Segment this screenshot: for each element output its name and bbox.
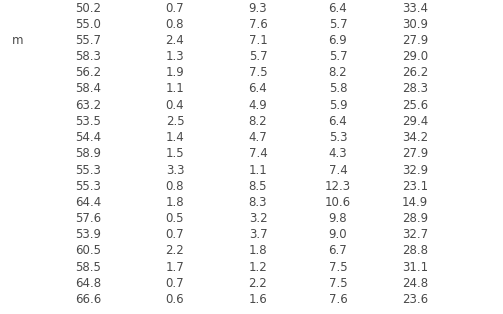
Text: 1.6: 1.6	[248, 293, 268, 306]
Text: 64.4: 64.4	[75, 196, 101, 209]
Text: 5.7: 5.7	[328, 18, 347, 31]
Text: 3.3: 3.3	[166, 164, 184, 176]
Text: 56.2: 56.2	[75, 66, 101, 79]
Text: 23.6: 23.6	[402, 293, 428, 306]
Text: 24.8: 24.8	[402, 277, 428, 290]
Text: 0.8: 0.8	[166, 18, 184, 31]
Text: 7.6: 7.6	[248, 18, 268, 31]
Text: 1.5: 1.5	[165, 147, 184, 160]
Text: 6.4: 6.4	[328, 115, 348, 128]
Text: 63.2: 63.2	[75, 99, 101, 112]
Text: 32.7: 32.7	[402, 228, 428, 241]
Text: 28.8: 28.8	[402, 245, 428, 257]
Text: 9.0: 9.0	[328, 228, 347, 241]
Text: 10.6: 10.6	[325, 196, 351, 209]
Text: 9.8: 9.8	[328, 212, 347, 225]
Text: 1.1: 1.1	[165, 83, 185, 95]
Text: 6.4: 6.4	[248, 83, 268, 95]
Text: 58.3: 58.3	[75, 50, 101, 63]
Text: 0.7: 0.7	[165, 2, 184, 14]
Text: 0.7: 0.7	[165, 228, 184, 241]
Text: 60.5: 60.5	[75, 245, 101, 257]
Text: 1.9: 1.9	[165, 66, 185, 79]
Text: 58.5: 58.5	[75, 261, 101, 274]
Text: 7.5: 7.5	[248, 66, 267, 79]
Text: 30.9: 30.9	[402, 18, 428, 31]
Text: 7.5: 7.5	[328, 277, 347, 290]
Text: 66.6: 66.6	[75, 293, 101, 306]
Text: 5.7: 5.7	[328, 50, 347, 63]
Text: 7.1: 7.1	[248, 34, 268, 47]
Text: 8.2: 8.2	[328, 66, 347, 79]
Text: 25.6: 25.6	[402, 99, 428, 112]
Text: 2.5: 2.5	[165, 115, 184, 128]
Text: 1.1: 1.1	[248, 164, 268, 176]
Text: 7.5: 7.5	[328, 261, 347, 274]
Text: 9.3: 9.3	[248, 2, 267, 14]
Text: m: m	[12, 34, 24, 47]
Text: 14.9: 14.9	[402, 196, 428, 209]
Text: 50.2: 50.2	[75, 2, 101, 14]
Text: 0.8: 0.8	[166, 180, 184, 193]
Text: 1.4: 1.4	[165, 131, 185, 144]
Text: 0.6: 0.6	[165, 293, 184, 306]
Text: 1.8: 1.8	[165, 196, 184, 209]
Text: 58.9: 58.9	[75, 147, 101, 160]
Text: 57.6: 57.6	[75, 212, 101, 225]
Text: 53.9: 53.9	[75, 228, 101, 241]
Text: 5.9: 5.9	[328, 99, 347, 112]
Text: 3.7: 3.7	[248, 228, 267, 241]
Text: 27.9: 27.9	[402, 147, 428, 160]
Text: 3.2: 3.2	[248, 212, 267, 225]
Text: 55.7: 55.7	[75, 34, 101, 47]
Text: 2.2: 2.2	[165, 245, 185, 257]
Text: 55.3: 55.3	[75, 180, 101, 193]
Text: 0.7: 0.7	[165, 277, 184, 290]
Text: 29.4: 29.4	[402, 115, 428, 128]
Text: 26.2: 26.2	[402, 66, 428, 79]
Text: 1.3: 1.3	[165, 50, 184, 63]
Text: 31.1: 31.1	[402, 261, 428, 274]
Text: 7.6: 7.6	[328, 293, 348, 306]
Text: 4.9: 4.9	[248, 99, 268, 112]
Text: 4.3: 4.3	[328, 147, 347, 160]
Text: 6.4: 6.4	[328, 2, 348, 14]
Text: 0.5: 0.5	[166, 212, 184, 225]
Text: 29.0: 29.0	[402, 50, 428, 63]
Text: 28.9: 28.9	[402, 212, 428, 225]
Text: 33.4: 33.4	[402, 2, 428, 14]
Text: 55.0: 55.0	[75, 18, 101, 31]
Text: 8.2: 8.2	[248, 115, 267, 128]
Text: 12.3: 12.3	[325, 180, 351, 193]
Text: 27.9: 27.9	[402, 34, 428, 47]
Text: 64.8: 64.8	[75, 277, 101, 290]
Text: 1.7: 1.7	[165, 261, 185, 274]
Text: 2.4: 2.4	[165, 34, 185, 47]
Text: 6.9: 6.9	[328, 34, 348, 47]
Text: 28.3: 28.3	[402, 83, 428, 95]
Text: 6.7: 6.7	[328, 245, 348, 257]
Text: 5.8: 5.8	[329, 83, 347, 95]
Text: 32.9: 32.9	[402, 164, 428, 176]
Text: 0.4: 0.4	[165, 99, 184, 112]
Text: 23.1: 23.1	[402, 180, 428, 193]
Text: 1.2: 1.2	[248, 261, 268, 274]
Text: 55.3: 55.3	[75, 164, 101, 176]
Text: 1.8: 1.8	[248, 245, 267, 257]
Text: 7.4: 7.4	[328, 164, 348, 176]
Text: 54.4: 54.4	[75, 131, 101, 144]
Text: 4.7: 4.7	[248, 131, 268, 144]
Text: 2.2: 2.2	[248, 277, 268, 290]
Text: 7.4: 7.4	[248, 147, 268, 160]
Text: 8.3: 8.3	[249, 196, 267, 209]
Text: 5.7: 5.7	[248, 50, 267, 63]
Text: 34.2: 34.2	[402, 131, 428, 144]
Text: 5.3: 5.3	[329, 131, 347, 144]
Text: 58.4: 58.4	[75, 83, 101, 95]
Text: 8.5: 8.5	[249, 180, 267, 193]
Text: 53.5: 53.5	[75, 115, 101, 128]
